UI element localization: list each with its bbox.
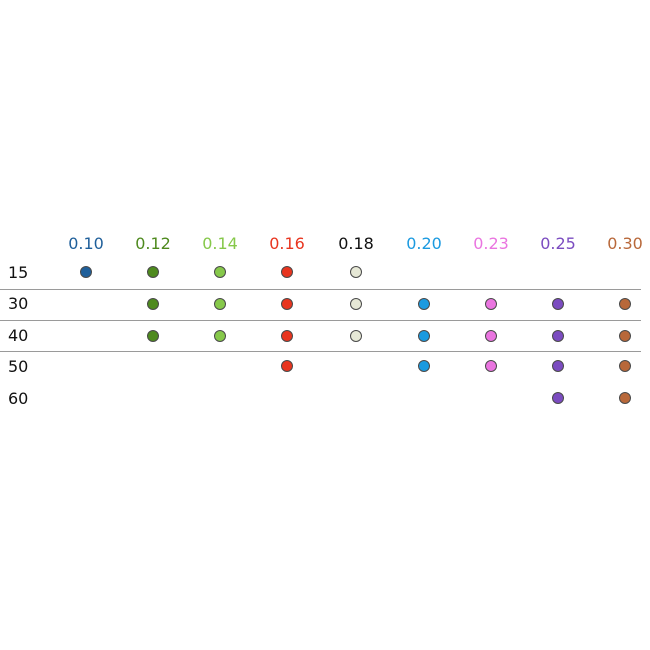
column-header: 0.25 xyxy=(540,234,576,253)
column-header: 0.30 xyxy=(607,234,643,253)
column-header: 0.20 xyxy=(406,234,442,253)
row-divider xyxy=(0,320,641,321)
column-header: 0.23 xyxy=(473,234,509,253)
availability-dot[interactable] xyxy=(147,266,159,278)
row-label: 40 xyxy=(8,326,29,345)
availability-dot[interactable] xyxy=(485,330,497,342)
row-label: 30 xyxy=(8,294,29,313)
availability-dot[interactable] xyxy=(418,360,430,372)
availability-dot[interactable] xyxy=(350,266,362,278)
availability-dot[interactable] xyxy=(619,360,631,372)
availability-dot[interactable] xyxy=(619,330,631,342)
availability-dot[interactable] xyxy=(552,392,564,404)
availability-dot[interactable] xyxy=(147,330,159,342)
availability-dot[interactable] xyxy=(214,330,226,342)
column-header: 0.16 xyxy=(269,234,305,253)
availability-dot[interactable] xyxy=(418,330,430,342)
availability-dot[interactable] xyxy=(80,266,92,278)
availability-dot[interactable] xyxy=(281,360,293,372)
availability-dot[interactable] xyxy=(281,266,293,278)
row-label: 15 xyxy=(8,263,29,282)
availability-dot[interactable] xyxy=(485,298,497,310)
availability-dot[interactable] xyxy=(281,298,293,310)
availability-dot[interactable] xyxy=(214,298,226,310)
availability-dot[interactable] xyxy=(552,298,564,310)
availability-dot[interactable] xyxy=(281,330,293,342)
availability-dot[interactable] xyxy=(619,392,631,404)
availability-dot[interactable] xyxy=(485,360,497,372)
row-label: 50 xyxy=(8,357,29,376)
row-divider xyxy=(0,351,641,352)
column-header: 0.18 xyxy=(338,234,374,253)
availability-dot[interactable] xyxy=(619,298,631,310)
availability-dot[interactable] xyxy=(214,266,226,278)
row-divider xyxy=(0,289,641,290)
availability-dot[interactable] xyxy=(418,298,430,310)
availability-dot[interactable] xyxy=(350,330,362,342)
availability-dot[interactable] xyxy=(350,298,362,310)
column-header: 0.14 xyxy=(202,234,238,253)
availability-dot[interactable] xyxy=(147,298,159,310)
availability-dot[interactable] xyxy=(552,360,564,372)
row-label: 60 xyxy=(8,389,29,408)
availability-dot[interactable] xyxy=(552,330,564,342)
column-header: 0.12 xyxy=(135,234,171,253)
column-header: 0.10 xyxy=(68,234,104,253)
